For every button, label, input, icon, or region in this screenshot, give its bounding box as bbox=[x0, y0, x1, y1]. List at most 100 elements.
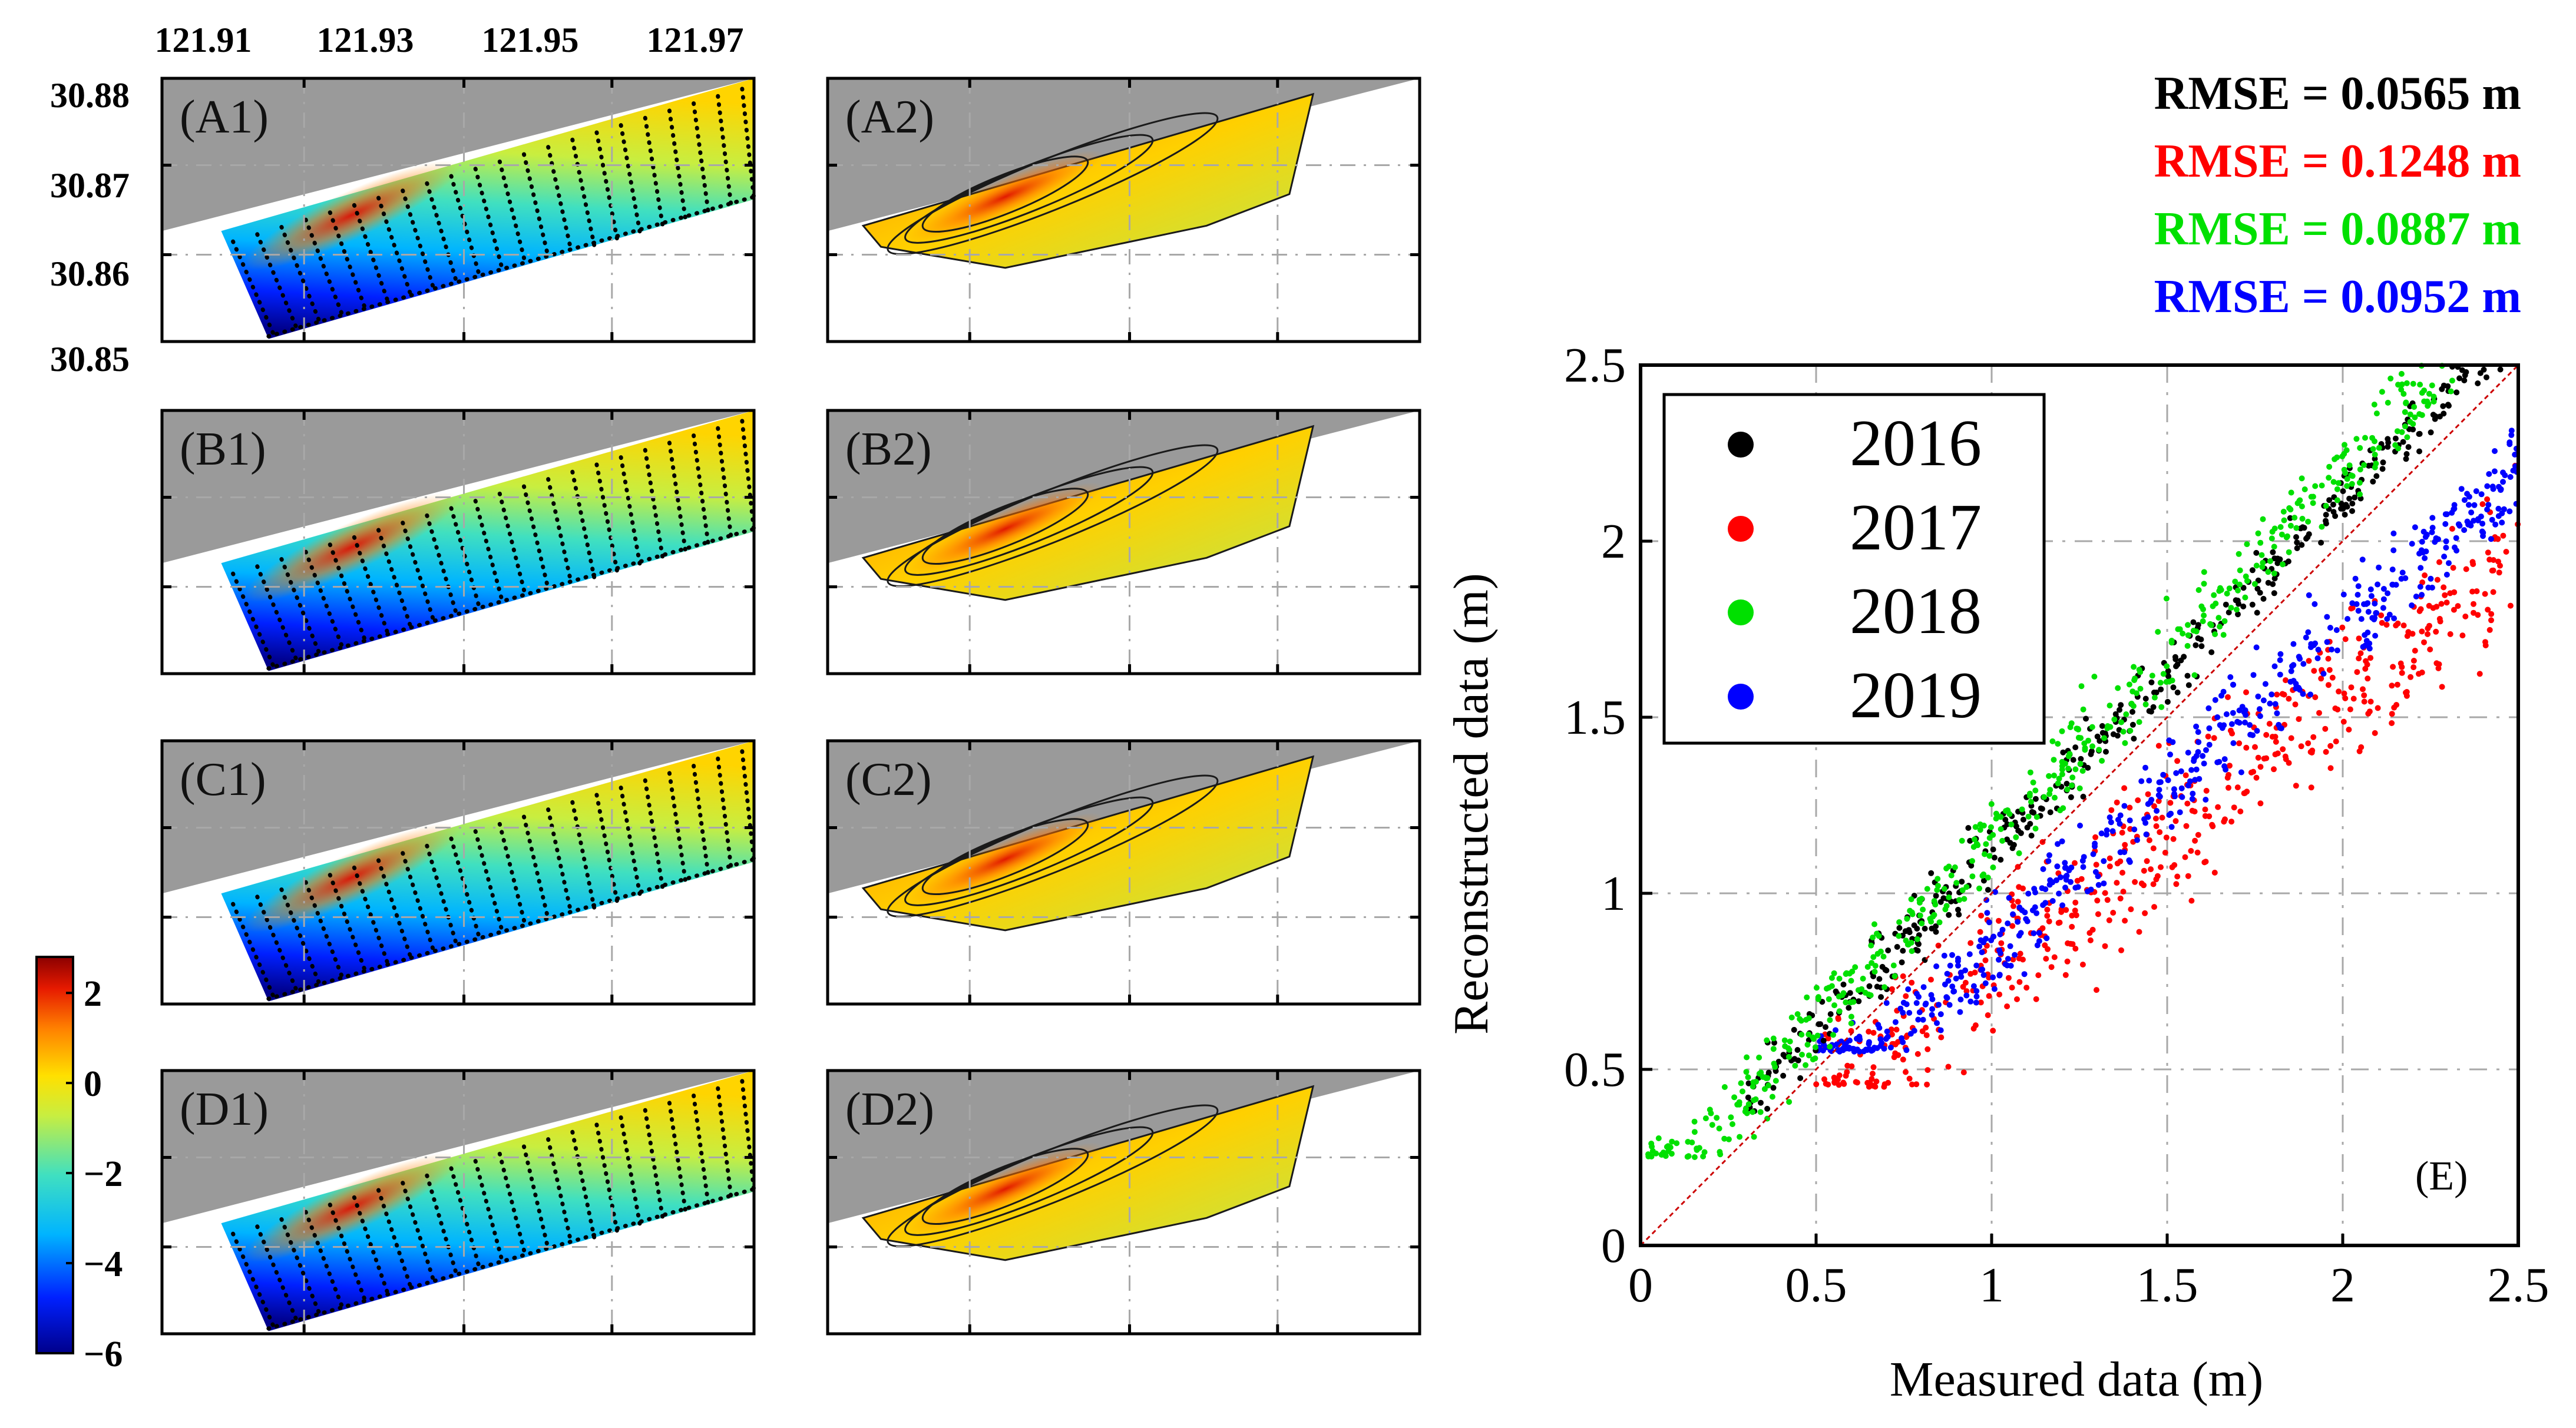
data-point bbox=[2224, 591, 2230, 597]
data-point bbox=[2283, 534, 2290, 541]
data-point bbox=[2072, 860, 2078, 866]
data-point bbox=[1736, 1101, 1742, 1108]
data-point bbox=[2260, 559, 2266, 566]
data-point bbox=[1990, 974, 1996, 980]
rmse-2017: RMSE = 0.1248 m bbox=[2154, 135, 2521, 187]
survey-track bbox=[255, 894, 300, 995]
data-point bbox=[2210, 603, 2216, 609]
data-point bbox=[2046, 852, 2052, 859]
contour-line bbox=[904, 796, 1154, 906]
lon-tick-label: 121.97 bbox=[647, 21, 744, 59]
data-point bbox=[2479, 501, 2486, 508]
data-point bbox=[2257, 539, 2264, 546]
data-point bbox=[2399, 670, 2405, 676]
data-point bbox=[2283, 677, 2289, 684]
map-grid bbox=[162, 1071, 754, 1334]
data-point bbox=[2398, 386, 2405, 393]
data-point bbox=[1728, 1114, 1734, 1121]
data-point bbox=[2136, 929, 2142, 935]
data-point bbox=[2121, 803, 2128, 809]
data-point bbox=[2482, 591, 2488, 597]
data-point bbox=[1655, 1135, 1662, 1141]
data-point bbox=[2038, 805, 2044, 811]
data-point bbox=[2242, 720, 2248, 725]
data-point bbox=[1840, 981, 1847, 988]
data-point bbox=[2357, 650, 2364, 657]
data-point bbox=[2046, 918, 2052, 925]
data-point bbox=[2021, 971, 2028, 978]
data-point bbox=[2489, 483, 2496, 490]
data-point bbox=[2189, 796, 2195, 802]
data-point bbox=[2338, 501, 2344, 507]
data-point bbox=[1691, 1118, 1698, 1125]
survey-track bbox=[231, 1231, 277, 1331]
data-point bbox=[2312, 483, 2319, 489]
data-point bbox=[2180, 630, 2186, 637]
data-point bbox=[2055, 741, 2061, 747]
data-point bbox=[2307, 691, 2314, 698]
data-point bbox=[1951, 988, 1957, 995]
data-point bbox=[2142, 701, 2149, 708]
data-point bbox=[2238, 769, 2244, 776]
data-point bbox=[2430, 393, 2437, 400]
data-point bbox=[2309, 750, 2315, 756]
data-point bbox=[2224, 774, 2231, 781]
data-point bbox=[1873, 1078, 1880, 1085]
data-point bbox=[2160, 671, 2167, 677]
data-point bbox=[2403, 690, 2409, 696]
data-point bbox=[2385, 399, 2391, 406]
data-point bbox=[1973, 999, 1979, 1006]
data-point bbox=[2376, 445, 2382, 451]
data-point bbox=[2322, 725, 2329, 732]
data-point bbox=[2447, 631, 2453, 637]
data-point bbox=[1834, 1041, 1840, 1048]
data-point bbox=[2348, 605, 2355, 612]
survey-track bbox=[376, 528, 414, 632]
data-point bbox=[2316, 710, 2322, 716]
data-point bbox=[2436, 413, 2443, 420]
data-point bbox=[2201, 569, 2207, 575]
data-point bbox=[2066, 751, 2073, 757]
data-point bbox=[2153, 876, 2160, 883]
data-point bbox=[2271, 590, 2277, 597]
data-point bbox=[1916, 1009, 1923, 1015]
data-point bbox=[1959, 887, 1966, 893]
data-point bbox=[2286, 760, 2292, 766]
data-point bbox=[2172, 654, 2178, 660]
data-point bbox=[2226, 609, 2232, 615]
data-point bbox=[2429, 382, 2435, 389]
data-point bbox=[1996, 917, 2002, 924]
data-point bbox=[1979, 949, 1985, 956]
data-point bbox=[1909, 979, 1915, 986]
data-point bbox=[2114, 880, 2120, 886]
data-point bbox=[1665, 1143, 1671, 1149]
data-point bbox=[2492, 521, 2499, 528]
data-point bbox=[1903, 1047, 1910, 1053]
data-point bbox=[1669, 1138, 1675, 1145]
data-point bbox=[1903, 1069, 1909, 1075]
data-point bbox=[1836, 975, 1843, 982]
data-point bbox=[2466, 502, 2472, 508]
data-point bbox=[2146, 837, 2152, 843]
data-point bbox=[2203, 747, 2209, 753]
data-point bbox=[2117, 849, 2124, 856]
data-point bbox=[2233, 597, 2239, 604]
data-point bbox=[2215, 804, 2221, 810]
data-point bbox=[2324, 614, 2330, 620]
data-point bbox=[2058, 874, 2064, 880]
survey-track bbox=[376, 1188, 414, 1292]
data-point bbox=[2009, 923, 2016, 929]
data-point bbox=[1843, 1072, 1849, 1079]
data-point bbox=[1840, 1079, 1847, 1086]
data-point bbox=[2195, 739, 2202, 746]
data-point bbox=[2118, 947, 2124, 953]
data-point bbox=[2430, 399, 2437, 405]
data-point bbox=[2016, 850, 2022, 856]
data-point bbox=[2372, 601, 2378, 607]
data-point bbox=[2158, 704, 2165, 710]
map-frame bbox=[826, 77, 1421, 343]
data-point bbox=[2167, 751, 2173, 758]
data-point bbox=[1846, 1005, 1852, 1011]
data-point bbox=[2247, 722, 2253, 728]
data-point bbox=[2150, 881, 2157, 887]
